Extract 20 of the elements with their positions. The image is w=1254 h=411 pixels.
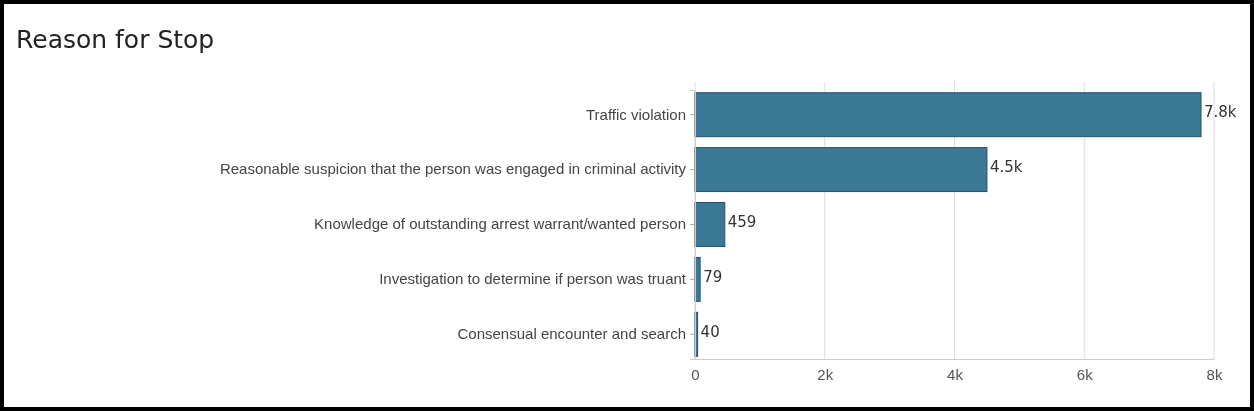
y-tick-label: Consensual encounter and search xyxy=(457,325,686,343)
y-tick-label: Investigation to determine if person was truant xyxy=(379,270,687,288)
bar xyxy=(694,256,701,302)
y-tick-label: Traffic violation xyxy=(585,105,686,123)
bar xyxy=(694,147,988,193)
data-label: 40 xyxy=(700,322,720,341)
y-tick-label: Reasonable suspicion that the person was engaged in criminal activity xyxy=(219,160,687,178)
x-tick-label: 2k xyxy=(817,365,834,383)
x-tick-label: 8k xyxy=(1206,365,1223,383)
text: Reason for Stop xyxy=(16,25,215,54)
bar xyxy=(694,202,726,247)
x-tick-label: 4k xyxy=(947,365,964,383)
x-tick-label: 6k xyxy=(1076,365,1094,383)
data-label: 79 xyxy=(703,267,723,286)
data-label: 459 xyxy=(727,213,757,231)
y-tick-label: Knowledge of outstanding arrest warrant/wanted person xyxy=(314,215,686,233)
data-label: 4.5k xyxy=(989,158,1023,177)
data-label: 7.8k xyxy=(1204,103,1237,122)
bar xyxy=(694,92,1202,138)
x-tick-label: 0 xyxy=(691,365,700,383)
